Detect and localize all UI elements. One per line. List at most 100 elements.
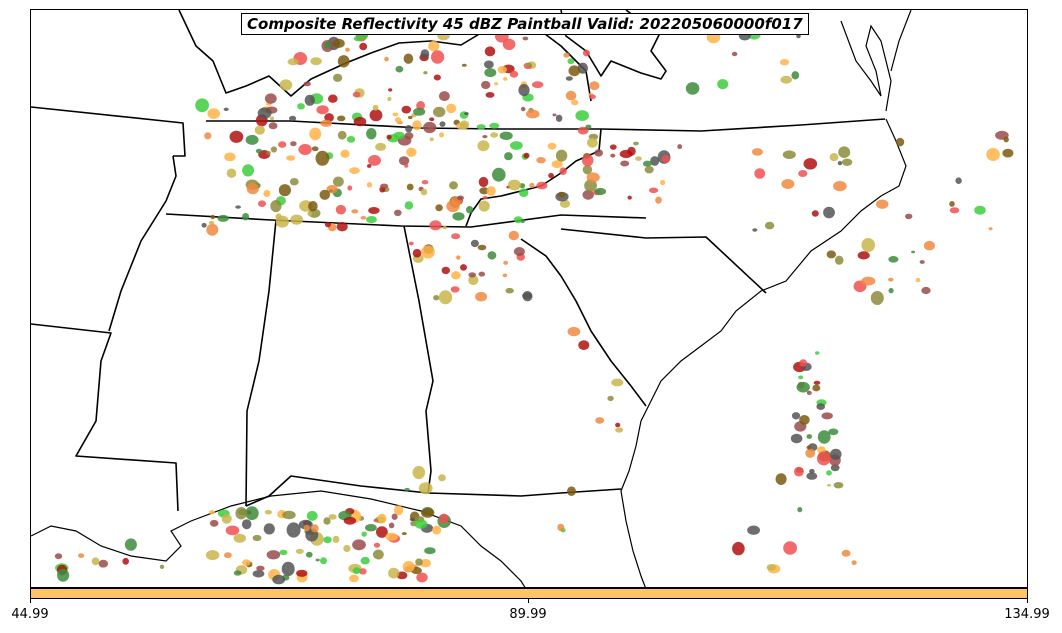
reflectivity-blob xyxy=(809,468,815,474)
reflectivity-blob xyxy=(451,233,461,240)
reflectivity-blob xyxy=(361,531,367,537)
reflectivity-blob xyxy=(782,150,796,159)
reflectivity-blob xyxy=(466,206,474,214)
reflectivity-blob xyxy=(888,255,899,263)
reflectivity-blob xyxy=(393,131,405,140)
reflectivity-blob xyxy=(923,240,935,251)
reflectivity-blob xyxy=(610,153,616,158)
reflectivity-blob xyxy=(567,326,581,337)
reflectivity-blob xyxy=(949,201,955,207)
reflectivity-blob xyxy=(536,157,546,164)
reflectivity-blob xyxy=(323,517,331,525)
reflectivity-blob xyxy=(308,201,318,212)
reflectivity-blob xyxy=(518,84,530,97)
reflectivity-blob xyxy=(829,153,839,162)
reflectivity-blob xyxy=(366,128,377,140)
colorbar-tick-label-mid: 89.99 xyxy=(509,607,547,622)
reflectivity-blob xyxy=(337,55,350,68)
reflectivity-blob xyxy=(91,557,100,566)
border-al-ga xyxy=(403,225,434,494)
reflectivity-blob xyxy=(826,470,832,476)
reflectivity-blob xyxy=(565,90,577,101)
reflectivity-blob xyxy=(520,106,526,112)
reflectivity-blob xyxy=(388,88,393,92)
reflectivity-blob xyxy=(522,292,533,300)
reflectivity-blob xyxy=(798,375,804,380)
reflectivity-blob xyxy=(513,216,523,224)
reflectivity-blob xyxy=(224,552,232,559)
reflectivity-blob xyxy=(404,487,410,492)
reflectivity-blob xyxy=(333,176,344,187)
reflectivity-blob xyxy=(279,549,288,556)
reflectivity-blob xyxy=(324,41,332,49)
reflectivity-blob xyxy=(412,248,422,258)
reflectivity-blob xyxy=(287,58,299,66)
reflectivity-blob xyxy=(210,214,216,220)
reflectivity-blob xyxy=(499,131,513,140)
colorbar-tick-label-min: 44.99 xyxy=(11,607,49,622)
reflectivity-blob xyxy=(346,136,356,143)
reflectivity-blob xyxy=(536,181,548,190)
reflectivity-blob xyxy=(359,42,368,51)
reflectivity-blob xyxy=(303,81,311,87)
reflectivity-blob xyxy=(343,516,357,525)
reflectivity-blob xyxy=(732,541,745,556)
reflectivity-blob xyxy=(861,276,876,286)
reflectivity-blob xyxy=(857,251,870,260)
reflectivity-blob xyxy=(320,119,333,127)
reflectivity-blob xyxy=(439,121,446,127)
reflectivity-blob xyxy=(611,378,624,387)
map-title: Composite Reflectivity 45 dBZ Paintball … xyxy=(241,13,809,35)
reflectivity-blob xyxy=(439,513,449,524)
reflectivity-blob xyxy=(352,91,361,98)
reflectivity-blob xyxy=(209,519,219,527)
reflectivity-blob xyxy=(567,486,576,497)
reflectivity-blob xyxy=(289,115,297,121)
reflectivity-blob xyxy=(547,142,557,150)
reflectivity-blob xyxy=(615,427,624,433)
reflectivity-blob xyxy=(841,158,853,166)
reflectivity-blob xyxy=(373,542,381,548)
reflectivity-blob xyxy=(747,525,760,535)
reflectivity-blob xyxy=(494,82,499,86)
reflectivity-blob xyxy=(307,211,313,217)
reflectivity-blob xyxy=(368,155,381,166)
reflectivity-blob xyxy=(208,221,215,225)
border-al-fl xyxy=(245,475,429,507)
reflectivity-blob xyxy=(309,127,322,141)
reflectivity-blob xyxy=(484,46,496,57)
reflectivity-blob xyxy=(459,120,470,130)
reflectivity-blob xyxy=(278,141,287,148)
reflectivity-blob xyxy=(315,558,320,562)
reflectivity-blob xyxy=(905,213,913,220)
reflectivity-blob xyxy=(766,564,776,571)
reflectivity-blob xyxy=(660,179,666,186)
reflectivity-blob xyxy=(585,124,592,130)
reflectivity-blob xyxy=(791,71,800,80)
reflectivity-blob xyxy=(223,107,229,112)
reflectivity-blob xyxy=(781,179,795,189)
reflectivity-blob xyxy=(263,189,271,198)
reflectivity-blob xyxy=(303,524,310,532)
reflectivity-blob xyxy=(450,286,460,293)
reflectivity-blob xyxy=(439,132,444,138)
reflectivity-blob xyxy=(644,166,654,174)
reflectivity-blob xyxy=(275,213,282,220)
reflectivity-blob xyxy=(754,168,766,179)
reflectivity-blob xyxy=(508,230,519,241)
colorbar-tick xyxy=(30,599,31,603)
reflectivity-blob xyxy=(581,154,594,167)
reflectivity-blob xyxy=(627,195,632,200)
reflectivity-blob xyxy=(269,116,275,121)
reflectivity-blob xyxy=(919,260,925,264)
reflectivity-blob xyxy=(304,94,315,106)
border-nc-sc xyxy=(560,228,767,294)
reflectivity-blob xyxy=(412,120,422,131)
reflectivity-blob xyxy=(387,96,392,102)
reflectivity-blob xyxy=(268,122,278,130)
reflectivity-blob xyxy=(264,509,272,515)
reflectivity-blob xyxy=(816,451,831,466)
reflectivity-blob xyxy=(477,140,490,152)
reflectivity-blob xyxy=(586,172,600,183)
colorbar-tick-label-max: 134.99 xyxy=(1004,607,1050,622)
